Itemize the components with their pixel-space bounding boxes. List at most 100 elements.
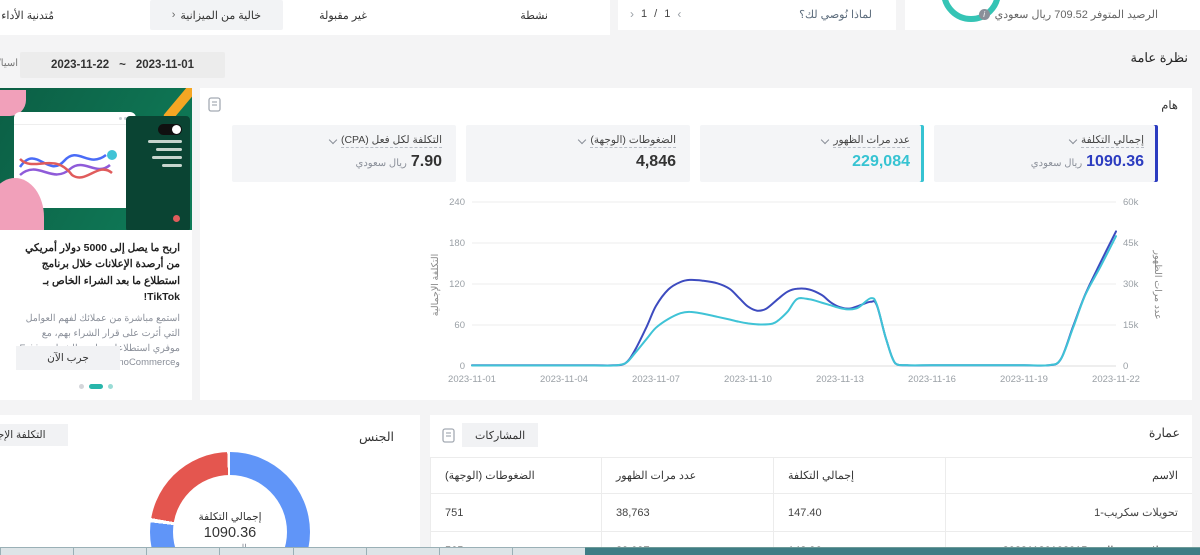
carousel-dots [79, 384, 113, 389]
svg-text:60k: 60k [1123, 197, 1139, 208]
tab-posts[interactable]: المشاركات [462, 423, 539, 447]
tab-out-of-budget-label: خالية من الميزانية [180, 9, 261, 22]
gender-title: الجنس [358, 430, 394, 444]
export-report-icon[interactable] [208, 97, 221, 117]
page-separator: / [654, 8, 658, 20]
metric-unit: ريال سعودي [355, 158, 407, 169]
chevron-down-icon[interactable] [578, 135, 587, 144]
promo-illustration [0, 88, 192, 230]
metric-unit: ريال سعودي [1030, 158, 1083, 169]
tab-out-of-budget[interactable]: خالية من الميزانية ‹ [149, 0, 283, 30]
chevron-next-icon[interactable]: › [630, 7, 634, 21]
svg-text:2023-11-16: 2023-11-16 [908, 374, 956, 385]
metric-label: إجمالي التكلفة [1080, 134, 1144, 148]
pagination: › 1 / 1 ‹ [630, 7, 681, 21]
chevron-prev-icon[interactable]: ‹ [677, 7, 682, 21]
col-name: الاسم [945, 457, 1192, 494]
metric-value: 7.90 [410, 153, 442, 170]
metric-label: التكلفة لكل فعل (CPA) [340, 134, 442, 148]
tab-active[interactable]: نشطة [520, 10, 548, 22]
metric-label: عدد مرات الظهور [833, 134, 910, 148]
bottom-teal-bar [585, 547, 1200, 555]
status-tabs-card: مُتدنية الأداء خالية من الميزانية ‹ غير … [0, 0, 610, 35]
metric-total-cost[interactable]: إجمالي التكلفة 1090.36 ريال سعودي [934, 125, 1158, 182]
col-impressions: عدد مرات الظهور [601, 457, 774, 494]
timezone-label: آسيا/ال [0, 58, 18, 69]
svg-text:60: 60 [454, 320, 465, 331]
red-dot [173, 215, 180, 222]
browser-mockup [14, 112, 136, 208]
page-current: 1 [641, 8, 648, 20]
chevron-down-icon[interactable] [328, 135, 338, 144]
table-row: تحويلات موقع الويب20231120103015 142.96 … [430, 531, 1192, 555]
svg-text:2023-11-01: 2023-11-01 [448, 374, 496, 385]
metric-impressions[interactable]: عدد مرات الظهور 229,084 [700, 125, 924, 182]
tab-low-performance[interactable]: مُتدنية الأداء [1, 10, 54, 22]
date-range-picker[interactable]: 2023-11-01 ~ 2023-11-22 [20, 52, 225, 78]
overview-card: هام إجمالي التكلفة 1090.36 ريال سعودي عدد… [200, 88, 1192, 400]
svg-text:240: 240 [449, 197, 465, 208]
tab-important[interactable]: هام [1161, 100, 1178, 112]
metric-cards: إجمالي التكلفة 1090.36 ريال سعودي عدد مرا… [232, 125, 1158, 182]
total-cost-filter-button[interactable]: التكلفة الإجمالية [0, 424, 68, 446]
date-separator: ~ [119, 59, 126, 71]
svg-text:التكلفة الإجمالية: التكلفة الإجمالية [430, 254, 441, 317]
svg-text:180: 180 [449, 238, 465, 249]
balance-text: الرصيد المتوفر 709.52 ريال سعودي [994, 9, 1158, 21]
svg-text:2023-11-10: 2023-11-10 [724, 374, 772, 385]
svg-text:2023-11-22: 2023-11-22 [1092, 374, 1140, 385]
campaigns-table: الاسم إجمالي التكلفة عدد مرات الظهور الض… [430, 457, 1192, 555]
table-header-row: الاسم إجمالي التكلفة عدد مرات الظهور الض… [430, 457, 1192, 494]
donut-center-value: 1090.36 [203, 524, 257, 541]
promo-headline: اربح ما يصل إلى 5000 دولار أمريكي من أرص… [25, 242, 180, 303]
bottom-tiles [0, 547, 586, 555]
tab-not-approved[interactable]: غير مقبولة [319, 10, 367, 22]
toggle-icon [158, 124, 182, 135]
date-end: 2023-11-22 [50, 59, 110, 71]
campaigns-card: عمارة المشاركات الاسم إجمالي التكلفة عدد… [430, 415, 1192, 555]
chevron-down-icon[interactable] [1068, 135, 1078, 144]
why-recommend-link[interactable]: لماذا نُوصي لك؟ [799, 9, 872, 21]
carousel-dot[interactable] [108, 384, 113, 389]
bottom-edge-strip [0, 547, 1200, 555]
svg-text:0: 0 [460, 361, 465, 372]
col-clicks: الضغوطات (الوجهة) [430, 457, 602, 494]
chevron-left-icon: ‹ [171, 9, 176, 21]
metric-label: الضغوطات (الوجهة) [590, 134, 676, 148]
cell-impressions: 38,763 [601, 493, 774, 532]
svg-text:15k: 15k [1123, 320, 1139, 331]
date-start: 2023-11-01 [135, 59, 195, 71]
page-total: 1 [664, 8, 671, 20]
donut-center-label: إجمالي التكلفة [198, 510, 262, 523]
page-title: نظرة عامة [1130, 50, 1188, 65]
metric-cpa[interactable]: التكلفة لكل فعل (CPA) 7.90 ريال سعودي [232, 125, 456, 182]
recommendation-card: › 1 / 1 ‹ لماذا نُوصي لك؟ [618, 0, 896, 30]
info-icon[interactable]: i [978, 9, 990, 20]
side-panel [126, 116, 190, 230]
svg-text:2023-11-07: 2023-11-07 [632, 374, 680, 385]
svg-text:0: 0 [1123, 361, 1128, 372]
balance-card: الرصيد المتوفر 709.52 ريال سعودي i [905, 0, 1200, 30]
svg-text:2023-11-13: 2023-11-13 [816, 374, 864, 385]
metric-value: 4,846 [635, 153, 676, 170]
export-table-icon[interactable] [442, 428, 455, 448]
svg-text:45k: 45k [1123, 238, 1139, 249]
donut-center: إجمالي التكلفة 1090.36 ريال سعودي [173, 475, 287, 555]
available-balance: الرصيد المتوفر 709.52 ريال سعودي i [978, 8, 1158, 21]
chevron-down-icon[interactable] [821, 135, 830, 144]
overview-line-chart: 0 60 120 180 240 0 15k 30k 45k 60k 2023-11-01 2023-… [428, 186, 1164, 392]
try-now-button[interactable]: جرب الآن [16, 346, 120, 370]
carousel-dot-active[interactable] [89, 384, 103, 389]
svg-text:2023-11-19: 2023-11-19 [1000, 374, 1048, 385]
gender-card: الجنس التكلفة الإجمالية إجمالي التكلفة 1… [0, 415, 420, 555]
promo-card: اربح ما يصل إلى 5000 دولار أمريكي من أرص… [0, 88, 192, 400]
svg-text:عدد مرات الظهور: عدد مرات الظهور [1152, 249, 1163, 319]
carousel-dot[interactable] [79, 384, 84, 389]
cell-name: تحويلات سكريب-1 [945, 493, 1192, 532]
cell-clicks: 751 [430, 493, 602, 532]
gender-donut-chart: إجمالي التكلفة 1090.36 ريال سعودي [150, 452, 310, 555]
campaigns-title: عمارة [1148, 426, 1180, 440]
metric-value: 229,084 [852, 153, 910, 170]
metric-value: 1090.36 [1086, 153, 1144, 170]
metric-clicks[interactable]: الضغوطات (الوجهة) 4,846 [466, 125, 690, 182]
